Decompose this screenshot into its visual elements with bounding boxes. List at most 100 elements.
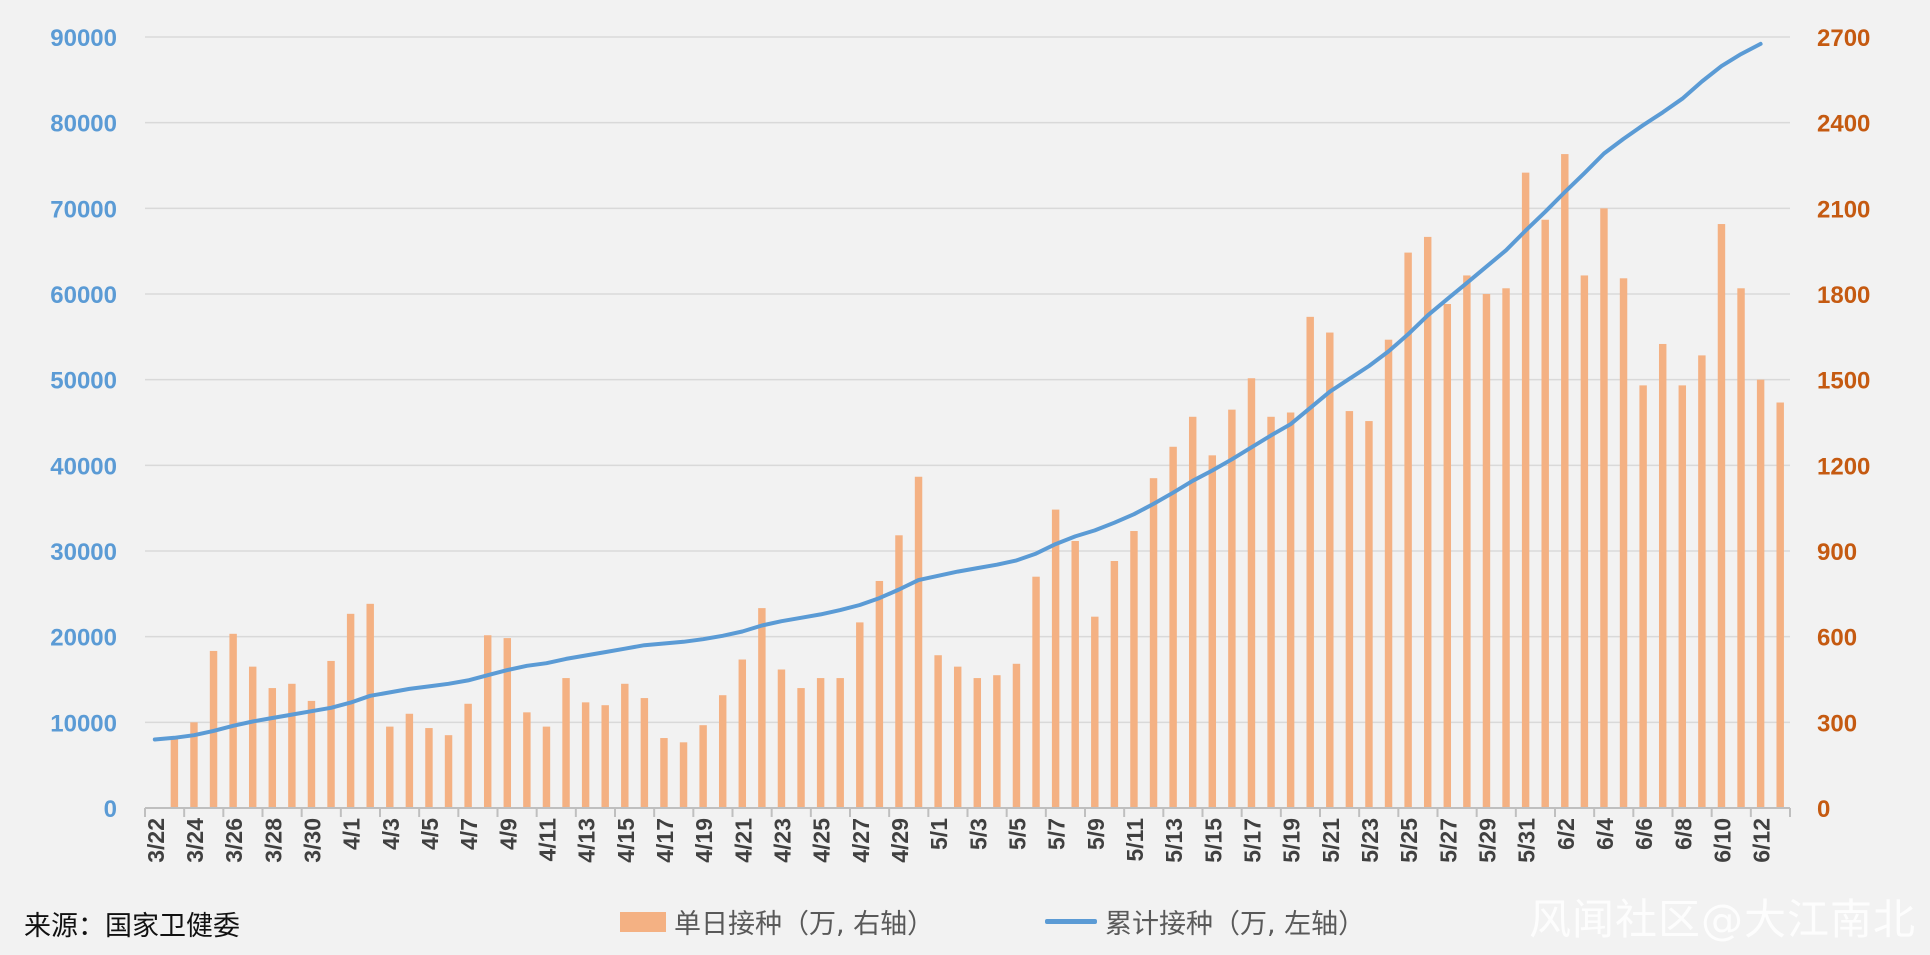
daily-bar xyxy=(1404,252,1412,808)
cumulative-line-group xyxy=(152,41,1763,742)
daily-bar xyxy=(1678,385,1687,808)
right-axis-labels: 0 300 600 900 1200 1500 1800 2100 2400 2700 xyxy=(1817,25,1870,823)
right-axis-tick-label: 1200 xyxy=(1817,453,1870,480)
x-axis-tick-label: 3/30 xyxy=(299,818,325,863)
x-axis-tick-label: 5/5 xyxy=(1004,818,1030,850)
left-axis-tick-label: 90000 xyxy=(50,25,117,52)
daily-bar xyxy=(346,613,355,808)
daily-bar xyxy=(1326,332,1334,808)
daily-bar xyxy=(1188,416,1197,808)
daily-bar xyxy=(1698,355,1706,808)
gridlines xyxy=(145,36,1790,724)
x-axis-tick-label: 6/12 xyxy=(1749,818,1775,863)
daily-bar xyxy=(581,702,590,808)
right-axis-tick-label: 2700 xyxy=(1817,25,1870,52)
x-axis-labels: 3/22 3/24 3/26 3/28 3/30 4/1 4/3 4/5 4/7 4/9 4/11 4… xyxy=(143,818,1775,863)
x-axis-tick-label: 4/1 xyxy=(339,818,365,850)
x-axis-tick-label: 4/29 xyxy=(887,818,913,863)
daily-bar xyxy=(679,742,688,808)
x-axis-tick-label: 3/22 xyxy=(143,818,169,863)
x-axis-tick-label: 5/29 xyxy=(1474,818,1500,863)
right-axis-tick-label: 1800 xyxy=(1817,282,1870,309)
legend-item-daily: 单日接种（万, 右轴） xyxy=(620,902,934,941)
left-axis-tick-label: 50000 xyxy=(50,368,117,395)
x-axis-tick-label: 5/13 xyxy=(1161,818,1187,863)
daily-bar xyxy=(640,698,649,808)
daily-bar xyxy=(777,669,786,808)
daily-bar xyxy=(1600,208,1608,809)
daily-bar xyxy=(542,726,551,808)
left-axis-tick-label: 60000 xyxy=(50,282,117,309)
daily-bar xyxy=(1032,576,1040,808)
daily-bar xyxy=(1619,278,1628,808)
daily-bar xyxy=(248,666,257,808)
daily-bar xyxy=(1345,411,1354,808)
daily-bar xyxy=(366,603,374,808)
legend-label-daily: 单日接种（万, 右轴） xyxy=(674,909,935,940)
daily-bar xyxy=(973,678,982,808)
right-axis-tick-label: 2400 xyxy=(1817,111,1870,138)
daily-bar xyxy=(816,678,825,808)
left-axis-tick-label: 40000 xyxy=(50,453,117,480)
x-axis-tick-label: 4/15 xyxy=(613,818,639,863)
daily-bar xyxy=(1169,446,1177,808)
left-axis-tick-label: 0 xyxy=(104,796,117,823)
daily-bar xyxy=(1756,379,1765,808)
daily-bar xyxy=(1717,224,1726,809)
daily-bar xyxy=(1267,416,1275,808)
x-axis-tick-label: 4/9 xyxy=(495,818,521,850)
daily-bar xyxy=(953,666,962,808)
daily-bar xyxy=(718,695,727,808)
right-axis-tick-label: 900 xyxy=(1817,539,1857,566)
daily-bar xyxy=(1012,663,1021,808)
daily-bar xyxy=(914,476,923,808)
daily-bar xyxy=(1502,288,1510,808)
daily-bar xyxy=(1463,275,1471,808)
legend-label-cumulative: 累计接种（万, 左轴） xyxy=(1105,909,1366,940)
x-axis-tick-label: 4/23 xyxy=(769,818,795,863)
daily-bar xyxy=(993,675,1001,808)
x-axis-tick-label: 6/2 xyxy=(1553,818,1579,850)
x-axis-tick-label: 3/28 xyxy=(260,818,286,863)
daily-bar xyxy=(836,678,844,808)
daily-bar xyxy=(523,712,531,808)
watermark: 风闻社区@大江南北 xyxy=(1528,895,1916,944)
x-axis-tick-label: 6/6 xyxy=(1631,818,1657,850)
x-axis-tick-label: 5/11 xyxy=(1122,818,1148,862)
left-axis-tick-label: 20000 xyxy=(50,625,117,652)
x-axis-tick-label: 5/27 xyxy=(1435,818,1461,863)
right-axis-tick-label: 0 xyxy=(1817,796,1830,823)
daily-bar xyxy=(1639,385,1647,808)
x-axis-tick-label: 6/8 xyxy=(1670,818,1696,850)
daily-bar xyxy=(1658,343,1667,808)
daily-bar xyxy=(856,622,864,808)
x-axis-tick-label: 6/4 xyxy=(1592,818,1618,850)
left-axis-tick-label: 10000 xyxy=(50,710,117,737)
right-axis-tick-label: 1500 xyxy=(1817,368,1870,395)
daily-bar xyxy=(425,728,433,808)
daily-bar xyxy=(307,700,316,808)
daily-bar xyxy=(1286,412,1295,808)
daily-bar xyxy=(1149,478,1158,808)
x-axis-tick-label: 5/19 xyxy=(1279,818,1305,863)
daily-bar xyxy=(405,713,414,808)
daily-bar xyxy=(895,535,903,808)
left-axis-tick-label: 70000 xyxy=(50,196,117,223)
x-axis-tick-label: 5/3 xyxy=(965,818,991,850)
daily-bar xyxy=(327,660,335,808)
source-label: 来源：国家卫健委 xyxy=(24,911,240,942)
daily-bar xyxy=(797,688,805,808)
daily-bar xyxy=(1561,154,1569,809)
x-axis-tick-label: 5/17 xyxy=(1239,818,1265,863)
daily-bar xyxy=(170,738,179,808)
daily-bar xyxy=(1051,509,1060,808)
daily-bar xyxy=(1247,378,1256,808)
daily-bar xyxy=(1423,236,1432,808)
daily-bar xyxy=(464,703,472,808)
x-axis-tick-label: 3/26 xyxy=(221,818,247,863)
legend-item-cumulative: 累计接种（万, 左轴） xyxy=(1045,902,1365,941)
daily-bar xyxy=(1541,219,1549,808)
legend-swatch-bar xyxy=(620,911,666,932)
daily-bar xyxy=(1443,303,1452,808)
